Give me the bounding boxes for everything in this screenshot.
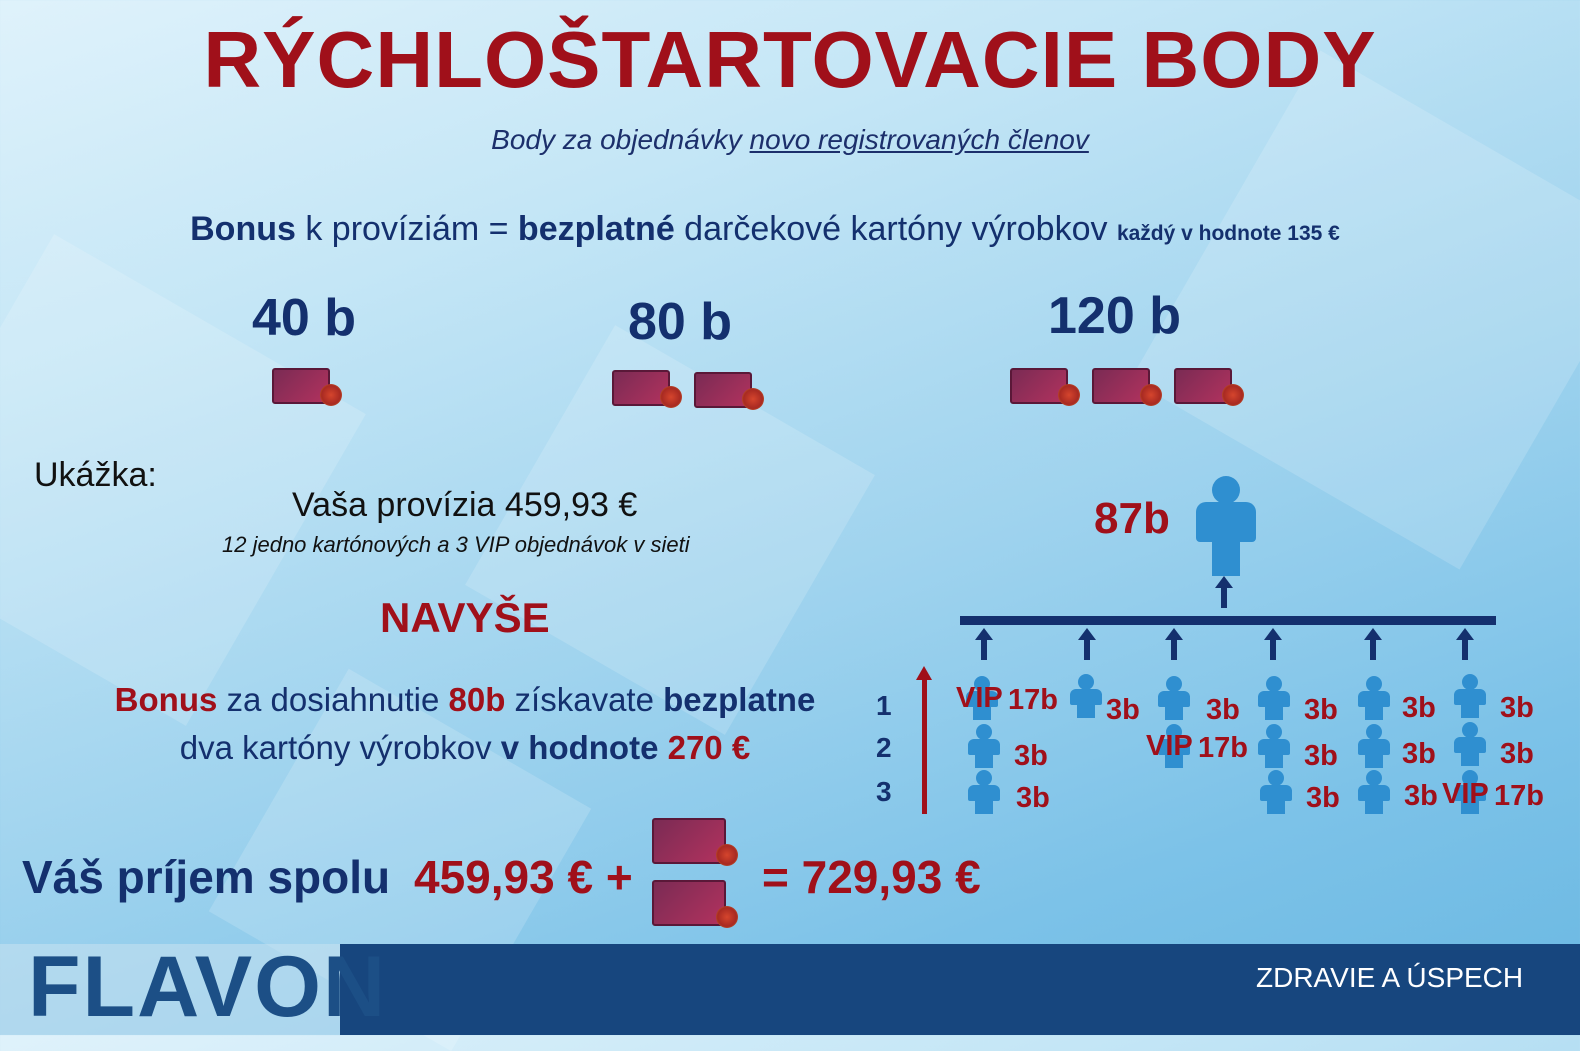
income-label: Váš príjem spolu	[22, 851, 391, 903]
product-box-icon	[1092, 368, 1162, 406]
person-icon	[1450, 770, 1490, 814]
footer	[0, 944, 1580, 1035]
product-box-icon	[1010, 368, 1080, 406]
person-icon	[964, 770, 1004, 814]
vip-label: VIP	[1146, 730, 1193, 762]
product-box-icon	[612, 370, 682, 408]
bonus-text-2: darčekové kartóny výrobkov	[674, 210, 1117, 248]
extra-text: za dosiahnutie	[217, 681, 449, 718]
person-icon	[1254, 676, 1294, 720]
commission-note: 12 jedno kartónových a 3 VIP objednávok …	[222, 532, 690, 557]
person-icon	[1256, 770, 1296, 814]
subtitle-underlined: novo registrovaných členov	[749, 124, 1089, 155]
income-total: = 729,93 €	[762, 851, 981, 903]
points-label: 3b	[1404, 780, 1438, 812]
tier-40: 40 b	[252, 289, 357, 347]
points-label: 3b	[1014, 740, 1048, 772]
tier-80: 80 b	[628, 293, 733, 351]
points-label: 3b	[1500, 692, 1534, 724]
person-icon	[1450, 722, 1490, 766]
extra-free: bezplatne	[663, 681, 816, 718]
level-1: 1	[876, 690, 892, 721]
arrow-up-icon	[1215, 576, 1233, 608]
points-label: 3b	[1304, 694, 1338, 726]
network-bar	[960, 616, 1496, 625]
person-icon	[962, 676, 1002, 720]
value-note: každý v hodnote 135 €	[1116, 222, 1340, 245]
commission-text: Vaša provízia 459,93 €	[292, 486, 638, 524]
points-label: 3b	[1304, 740, 1338, 772]
extra-bonus-text: Bonus za dosiahnutie 80b získavate bezpl…	[70, 676, 860, 772]
person-icon	[1154, 676, 1194, 720]
points-label: 3b	[1402, 738, 1436, 770]
arrow-up-icon	[1364, 628, 1382, 660]
extra-text-3: dva kartóny výrobkov	[179, 729, 501, 766]
extra-value: 270 €	[658, 729, 751, 766]
person-icon	[1450, 674, 1490, 718]
product-box-icon	[272, 368, 342, 406]
person-icon	[1254, 724, 1294, 768]
product-box-icon	[1174, 368, 1244, 406]
arrow-up-icon	[1078, 628, 1096, 660]
extra-value-word: v hodnote	[500, 729, 659, 766]
bonus-word: Bonus	[190, 210, 296, 248]
arrow-up-icon	[975, 628, 993, 660]
flavon-logo: FLAVON	[28, 939, 388, 1035]
person-icon	[1066, 674, 1106, 718]
arrow-up-icon	[1165, 628, 1183, 660]
tier-120: 120 b	[1048, 287, 1181, 345]
person-icon	[1354, 770, 1394, 814]
level-2: 2	[876, 732, 892, 763]
product-box-icon	[694, 372, 764, 410]
vip-points: 17b	[1494, 780, 1544, 812]
person-icon	[1354, 724, 1394, 768]
vip-points: 17b	[1008, 684, 1058, 716]
points-label: 3b	[1306, 782, 1340, 814]
points-label: 3b	[1500, 738, 1534, 770]
vip-label: VIP	[1442, 778, 1489, 810]
person-icon	[1354, 676, 1394, 720]
page-subtitle: Body za objednávky novo registrovaných č…	[0, 124, 1580, 156]
arrow-up-icon	[1456, 628, 1474, 660]
person-icon	[1154, 724, 1194, 768]
free-word: bezplatné	[517, 210, 675, 248]
footer-tagline: ZDRAVIE A ÚSPECH	[1256, 962, 1524, 993]
bonus-line: Bonus k províziám = bezplatné darčekové …	[0, 210, 1530, 249]
extra-heading: NAVYŠE	[380, 594, 550, 641]
top-points: 87b	[1094, 494, 1170, 543]
points-label: 3b	[1106, 694, 1140, 726]
arrow-up-icon	[1264, 628, 1282, 660]
person-icon	[1196, 476, 1256, 576]
bonus-text: k províziám =	[295, 210, 518, 248]
extra-text-2: získavate	[505, 681, 664, 718]
level-3: 3	[876, 776, 892, 807]
points-label: 3b	[1402, 692, 1436, 724]
points-label: 3b	[1016, 782, 1050, 814]
example-label: Ukážka:	[34, 456, 157, 494]
person-icon	[964, 724, 1004, 768]
points-label: 3b	[1206, 694, 1240, 726]
product-box-icon	[652, 880, 738, 928]
vip-label: VIP	[956, 682, 1003, 714]
extra-bonus-word: Bonus	[114, 681, 218, 718]
level-arrow	[916, 666, 932, 814]
subtitle-text: Body za objednávky	[491, 124, 750, 155]
extra-points: 80b	[448, 681, 506, 718]
vip-points: 17b	[1198, 732, 1248, 764]
page-title: RÝCHLOŠTARTOVACIE BODY	[203, 15, 1377, 104]
income-part1: 459,93 € +	[414, 851, 633, 903]
product-box-icon	[652, 818, 738, 866]
